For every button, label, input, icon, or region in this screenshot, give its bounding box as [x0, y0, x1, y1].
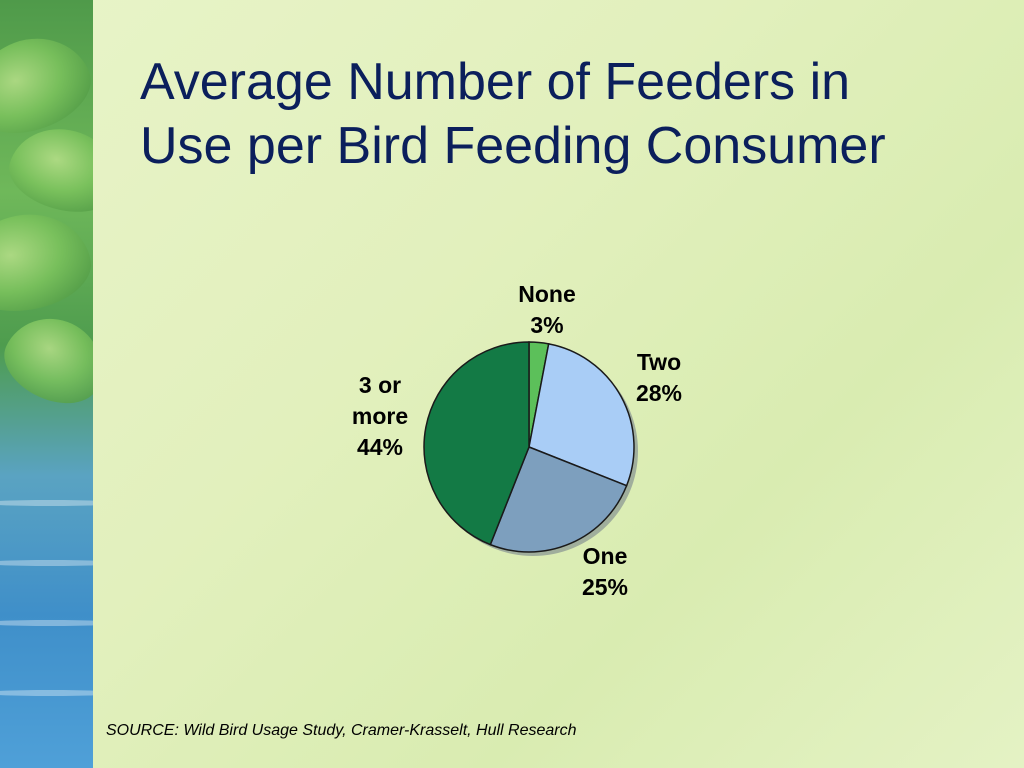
- pie-slice-3-or-more: [423, 341, 530, 546]
- slide-title-line-1: Average Number of Feeders in: [140, 53, 851, 111]
- slice-label-two: Two 28%: [636, 349, 682, 406]
- pie-slice-two: [528, 342, 635, 487]
- slice-label-one: One 25%: [582, 543, 628, 600]
- slide-title: Average Number of Feeders in Use per Bir…: [140, 50, 1000, 178]
- source-note: SOURCE: Wild Bird Usage Study, Cramer-Kr…: [106, 722, 577, 739]
- decorative-side-strip: [0, 0, 93, 768]
- water-ripple: [0, 500, 93, 506]
- pie-slice-one: [489, 446, 628, 553]
- water-ripple: [0, 620, 93, 626]
- slice-label-3-or-more: 3 or more 44%: [352, 372, 408, 460]
- water-ripple: [0, 560, 93, 566]
- slide-title-line-2: Use per Bird Feeding Consumer: [140, 117, 886, 175]
- slice-label-none: None 3%: [518, 281, 576, 338]
- water-ripple: [0, 690, 93, 696]
